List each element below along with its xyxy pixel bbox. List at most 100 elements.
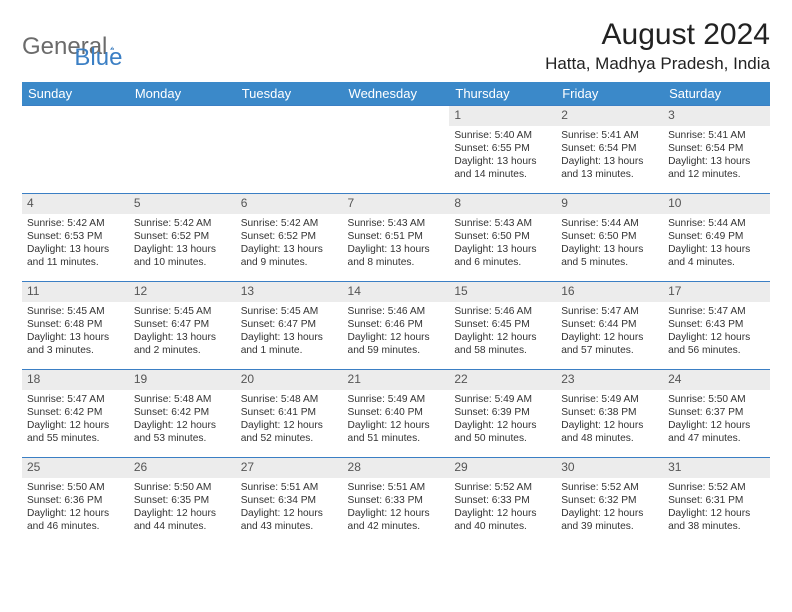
calendar-day-cell: 22Sunrise: 5:49 AMSunset: 6:39 PMDayligh… — [449, 370, 556, 458]
day-number: 2 — [556, 106, 663, 126]
day-number: 25 — [22, 458, 129, 478]
day-content: Sunrise: 5:41 AMSunset: 6:54 PMDaylight:… — [663, 128, 770, 185]
daylight-line: Daylight: 13 hours and 1 minute. — [241, 331, 338, 358]
daylight-line: Daylight: 13 hours and 9 minutes. — [241, 243, 338, 270]
weekday-header: Saturday — [663, 82, 770, 106]
daylight-line: Daylight: 12 hours and 52 minutes. — [241, 419, 338, 446]
day-content: Sunrise: 5:52 AMSunset: 6:31 PMDaylight:… — [663, 480, 770, 537]
calendar-week-row: 1Sunrise: 5:40 AMSunset: 6:55 PMDaylight… — [22, 106, 770, 194]
sunrise-line: Sunrise: 5:48 AM — [241, 393, 338, 406]
day-number: 13 — [236, 282, 343, 302]
sunrise-line: Sunrise: 5:41 AM — [561, 129, 658, 142]
sunrise-line: Sunrise: 5:52 AM — [668, 481, 765, 494]
calendar-day-cell: 18Sunrise: 5:47 AMSunset: 6:42 PMDayligh… — [22, 370, 129, 458]
day-content: Sunrise: 5:42 AMSunset: 6:53 PMDaylight:… — [22, 216, 129, 273]
daylight-line: Daylight: 12 hours and 47 minutes. — [668, 419, 765, 446]
sunset-line: Sunset: 6:54 PM — [561, 142, 658, 155]
daylight-line: Daylight: 12 hours and 46 minutes. — [27, 507, 124, 534]
calendar-day-cell: 27Sunrise: 5:51 AMSunset: 6:34 PMDayligh… — [236, 458, 343, 546]
calendar-day-cell: 13Sunrise: 5:45 AMSunset: 6:47 PMDayligh… — [236, 282, 343, 370]
weekday-header: Monday — [129, 82, 236, 106]
calendar-day-cell: 15Sunrise: 5:46 AMSunset: 6:45 PMDayligh… — [449, 282, 556, 370]
sunset-line: Sunset: 6:33 PM — [348, 494, 445, 507]
daylight-line: Daylight: 13 hours and 2 minutes. — [134, 331, 231, 358]
sunset-line: Sunset: 6:31 PM — [668, 494, 765, 507]
daylight-line: Daylight: 12 hours and 39 minutes. — [561, 507, 658, 534]
sunset-line: Sunset: 6:49 PM — [668, 230, 765, 243]
day-content: Sunrise: 5:46 AMSunset: 6:46 PMDaylight:… — [343, 304, 450, 361]
weekday-header: Wednesday — [343, 82, 450, 106]
day-content: Sunrise: 5:42 AMSunset: 6:52 PMDaylight:… — [236, 216, 343, 273]
calendar-day-cell — [236, 106, 343, 194]
day-content: Sunrise: 5:50 AMSunset: 6:37 PMDaylight:… — [663, 392, 770, 449]
logo-blue: Blue — [74, 44, 122, 72]
day-content: Sunrise: 5:49 AMSunset: 6:38 PMDaylight:… — [556, 392, 663, 449]
sunset-line: Sunset: 6:48 PM — [27, 318, 124, 331]
weekday-header: Tuesday — [236, 82, 343, 106]
sunrise-line: Sunrise: 5:49 AM — [561, 393, 658, 406]
day-number: 30 — [556, 458, 663, 478]
day-number: 7 — [343, 194, 450, 214]
day-number: 14 — [343, 282, 450, 302]
sunset-line: Sunset: 6:40 PM — [348, 406, 445, 419]
day-content: Sunrise: 5:48 AMSunset: 6:42 PMDaylight:… — [129, 392, 236, 449]
sunrise-line: Sunrise: 5:52 AM — [454, 481, 551, 494]
day-content: Sunrise: 5:49 AMSunset: 6:39 PMDaylight:… — [449, 392, 556, 449]
sunrise-line: Sunrise: 5:45 AM — [27, 305, 124, 318]
calendar-day-cell: 11Sunrise: 5:45 AMSunset: 6:48 PMDayligh… — [22, 282, 129, 370]
day-content: Sunrise: 5:45 AMSunset: 6:47 PMDaylight:… — [236, 304, 343, 361]
sunrise-line: Sunrise: 5:46 AM — [454, 305, 551, 318]
sunrise-line: Sunrise: 5:41 AM — [668, 129, 765, 142]
daylight-line: Daylight: 12 hours and 38 minutes. — [668, 507, 765, 534]
day-number: 28 — [343, 458, 450, 478]
day-content: Sunrise: 5:40 AMSunset: 6:55 PMDaylight:… — [449, 128, 556, 185]
sunrise-line: Sunrise: 5:47 AM — [668, 305, 765, 318]
sunrise-line: Sunrise: 5:48 AM — [134, 393, 231, 406]
calendar-day-cell: 7Sunrise: 5:43 AMSunset: 6:51 PMDaylight… — [343, 194, 450, 282]
calendar-day-cell: 31Sunrise: 5:52 AMSunset: 6:31 PMDayligh… — [663, 458, 770, 546]
daylight-line: Daylight: 12 hours and 43 minutes. — [241, 507, 338, 534]
header: General Blue August 2024 Hatta, Madhya P… — [22, 18, 770, 74]
sunset-line: Sunset: 6:33 PM — [454, 494, 551, 507]
calendar-day-cell — [129, 106, 236, 194]
day-content: Sunrise: 5:50 AMSunset: 6:35 PMDaylight:… — [129, 480, 236, 537]
day-number: 12 — [129, 282, 236, 302]
calendar-table: SundayMondayTuesdayWednesdayThursdayFrid… — [22, 82, 770, 546]
daylight-line: Daylight: 13 hours and 6 minutes. — [454, 243, 551, 270]
logo: General Blue — [22, 22, 122, 72]
calendar-day-cell: 2 Sunrise: 5:41 AMSunset: 6:54 PMDaylight… — [556, 106, 663, 194]
day-number: 31 — [663, 458, 770, 478]
sunrise-line: Sunrise: 5:49 AM — [348, 393, 445, 406]
sunset-line: Sunset: 6:38 PM — [561, 406, 658, 419]
day-content: Sunrise: 5:47 AMSunset: 6:44 PMDaylight:… — [556, 304, 663, 361]
day-content: Sunrise: 5:44 AMSunset: 6:49 PMDaylight:… — [663, 216, 770, 273]
day-number: 20 — [236, 370, 343, 390]
sunset-line: Sunset: 6:55 PM — [454, 142, 551, 155]
day-number: 10 — [663, 194, 770, 214]
daylight-line: Daylight: 13 hours and 13 minutes. — [561, 155, 658, 182]
sunrise-line: Sunrise: 5:47 AM — [561, 305, 658, 318]
calendar-day-cell: 30Sunrise: 5:52 AMSunset: 6:32 PMDayligh… — [556, 458, 663, 546]
day-content: Sunrise: 5:47 AMSunset: 6:42 PMDaylight:… — [22, 392, 129, 449]
calendar-day-cell: 4Sunrise: 5:42 AMSunset: 6:53 PMDaylight… — [22, 194, 129, 282]
sunrise-line: Sunrise: 5:42 AM — [241, 217, 338, 230]
day-number: 19 — [129, 370, 236, 390]
sunset-line: Sunset: 6:52 PM — [241, 230, 338, 243]
sunset-line: Sunset: 6:37 PM — [668, 406, 765, 419]
day-content: Sunrise: 5:42 AMSunset: 6:52 PMDaylight:… — [129, 216, 236, 273]
day-content: Sunrise: 5:44 AMSunset: 6:50 PMDaylight:… — [556, 216, 663, 273]
day-content: Sunrise: 5:46 AMSunset: 6:45 PMDaylight:… — [449, 304, 556, 361]
calendar-day-cell: 12Sunrise: 5:45 AMSunset: 6:47 PMDayligh… — [129, 282, 236, 370]
sunrise-line: Sunrise: 5:51 AM — [348, 481, 445, 494]
calendar-day-cell: 26Sunrise: 5:50 AMSunset: 6:35 PMDayligh… — [129, 458, 236, 546]
month-title: August 2024 — [545, 18, 770, 52]
sunrise-line: Sunrise: 5:43 AM — [454, 217, 551, 230]
daylight-line: Daylight: 12 hours and 40 minutes. — [454, 507, 551, 534]
daylight-line: Daylight: 13 hours and 4 minutes. — [668, 243, 765, 270]
title-block: August 2024 Hatta, Madhya Pradesh, India — [545, 18, 770, 74]
calendar-day-cell: 8Sunrise: 5:43 AMSunset: 6:50 PMDaylight… — [449, 194, 556, 282]
sunset-line: Sunset: 6:42 PM — [27, 406, 124, 419]
sunrise-line: Sunrise: 5:50 AM — [27, 481, 124, 494]
sunrise-line: Sunrise: 5:44 AM — [561, 217, 658, 230]
daylight-line: Daylight: 12 hours and 48 minutes. — [561, 419, 658, 446]
